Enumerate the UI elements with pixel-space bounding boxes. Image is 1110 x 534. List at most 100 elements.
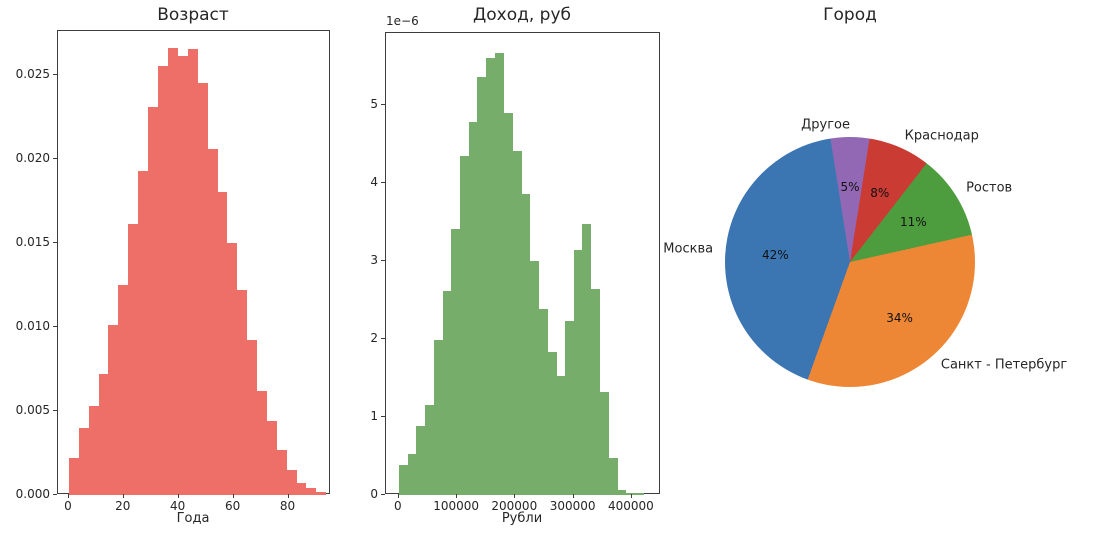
age-x-tick-label: 20 [115, 499, 131, 513]
income-hist-bar [564, 320, 574, 495]
age-hist-bar [306, 488, 317, 495]
age-y-tick-label: 0.015 [15, 234, 50, 249]
age-hist-bar [217, 192, 228, 495]
income-x-tick-mark [397, 494, 399, 498]
age-hist-bar [167, 47, 179, 495]
age-hist-bar [138, 170, 149, 495]
income-hist-bar [503, 112, 513, 495]
income-y-tick-label: 2 [370, 330, 378, 345]
income-y-tick-label: 5 [370, 96, 378, 111]
income-x-tick-mark [630, 494, 632, 498]
age-y-tick-mark [53, 157, 57, 159]
age-x-axis-label: Года [176, 511, 210, 526]
income-y-tick-mark [381, 494, 385, 495]
income-hist-bar [608, 458, 618, 495]
age-y-tick-label: 0.025 [15, 66, 50, 81]
age-hist-bar [147, 106, 159, 495]
income-y-tick-mark [381, 337, 385, 339]
income-x-axis-label: Рубли [501, 511, 543, 526]
income-hist-bar [626, 493, 636, 495]
age-hist-bar [315, 491, 327, 495]
income-y-axis-offset-text: 1e−6 [386, 14, 419, 28]
city-slice-label: Другое [801, 117, 850, 132]
income-hist-bar [468, 121, 478, 495]
income-y-tick-mark [381, 259, 385, 261]
age-hist-bar [246, 340, 258, 495]
income-hist-bar [451, 228, 461, 495]
income-hist-bar [529, 260, 540, 495]
income-hist-bar [512, 150, 522, 495]
age-y-tick-label: 0.005 [15, 402, 50, 417]
age-hist-bar [236, 289, 248, 495]
income-x-tick-label: 100000 [433, 499, 479, 513]
income-hist-bar [538, 309, 548, 495]
age-hist-bar [108, 325, 119, 495]
income-chart-title: Доход, руб [472, 5, 572, 25]
city-chart-title: Город [823, 5, 877, 25]
income-hist-bar [407, 454, 417, 495]
income-x-tick-mark [456, 494, 458, 498]
income-hist-bar [634, 493, 644, 495]
age-y-tick-mark [53, 409, 57, 411]
city-slice-percent-label: 42% [761, 247, 789, 262]
income-hist-bar [547, 352, 557, 495]
age-x-tick-label: 0 [64, 499, 72, 513]
age-y-tick-mark [53, 241, 57, 243]
age-x-tick-label: 40 [170, 499, 186, 513]
income-y-tick-label: 0 [370, 487, 378, 501]
age-hist-bar [118, 284, 129, 495]
age-x-tick-mark [68, 494, 69, 498]
income-hist-bar [617, 490, 627, 495]
age-hist-bar [266, 421, 277, 495]
age-x-tick-mark [232, 494, 234, 498]
age-y-tick-mark [53, 325, 57, 327]
age-y-tick-mark [53, 494, 57, 495]
city-slice-label: Краснодар [904, 128, 979, 144]
income-hist-bar [486, 57, 496, 495]
age-y-tick-mark [53, 73, 57, 75]
income-x-tick-mark [572, 494, 574, 498]
age-chart-title: Возраст [157, 5, 229, 25]
city-slice-percent-label: 34% [886, 311, 913, 326]
age-y-tick-label: 0.020 [15, 150, 50, 165]
income-hist-bar [494, 53, 505, 495]
age-hist-bar [98, 373, 109, 495]
income-hist-bar [459, 155, 470, 495]
city-slice-label: Санкт - Петербург [940, 357, 1068, 373]
age-y-tick-label: 0.000 [15, 487, 50, 501]
income-x-tick-mark [514, 494, 516, 498]
income-hist-bar [556, 375, 566, 495]
income-x-tick-label: 200000 [491, 499, 538, 513]
age-hist-bar [128, 224, 139, 495]
income-hist-bar [591, 288, 601, 495]
income-hist-bar [398, 465, 408, 495]
income-x-tick-label: 0 [393, 499, 402, 513]
income-y-tick-label: 3 [370, 252, 378, 267]
age-hist-bar [88, 405, 99, 495]
income-hist-bar [477, 76, 487, 495]
age-hist-bar [227, 242, 238, 495]
age-histogram-plot-area [57, 30, 330, 495]
income-hist-bar [425, 405, 435, 495]
income-hist-bar [433, 340, 443, 495]
age-hist-bar [68, 458, 80, 495]
age-x-tick-mark [122, 494, 124, 498]
city-slice-percent-label: 11% [899, 214, 927, 229]
city-slice-label: Ростов [966, 180, 1013, 196]
age-x-tick-label: 80 [279, 499, 296, 513]
income-y-tick-mark [381, 416, 385, 417]
age-hist-bar [256, 390, 267, 495]
age-y-tick-label: 0.010 [15, 318, 50, 333]
income-hist-bar [521, 193, 531, 495]
income-hist-bar [582, 224, 592, 495]
age-hist-bar [296, 483, 307, 495]
city-pie-chart [725, 137, 975, 387]
income-y-tick-mark [381, 103, 385, 105]
age-x-tick-label: 60 [224, 499, 241, 513]
age-x-tick-mark [287, 494, 289, 498]
income-hist-bar [599, 391, 609, 495]
age-hist-bar [207, 148, 218, 495]
city-slice-label: Москва [663, 241, 714, 257]
city-slice-percent-label: 5% [840, 180, 860, 194]
